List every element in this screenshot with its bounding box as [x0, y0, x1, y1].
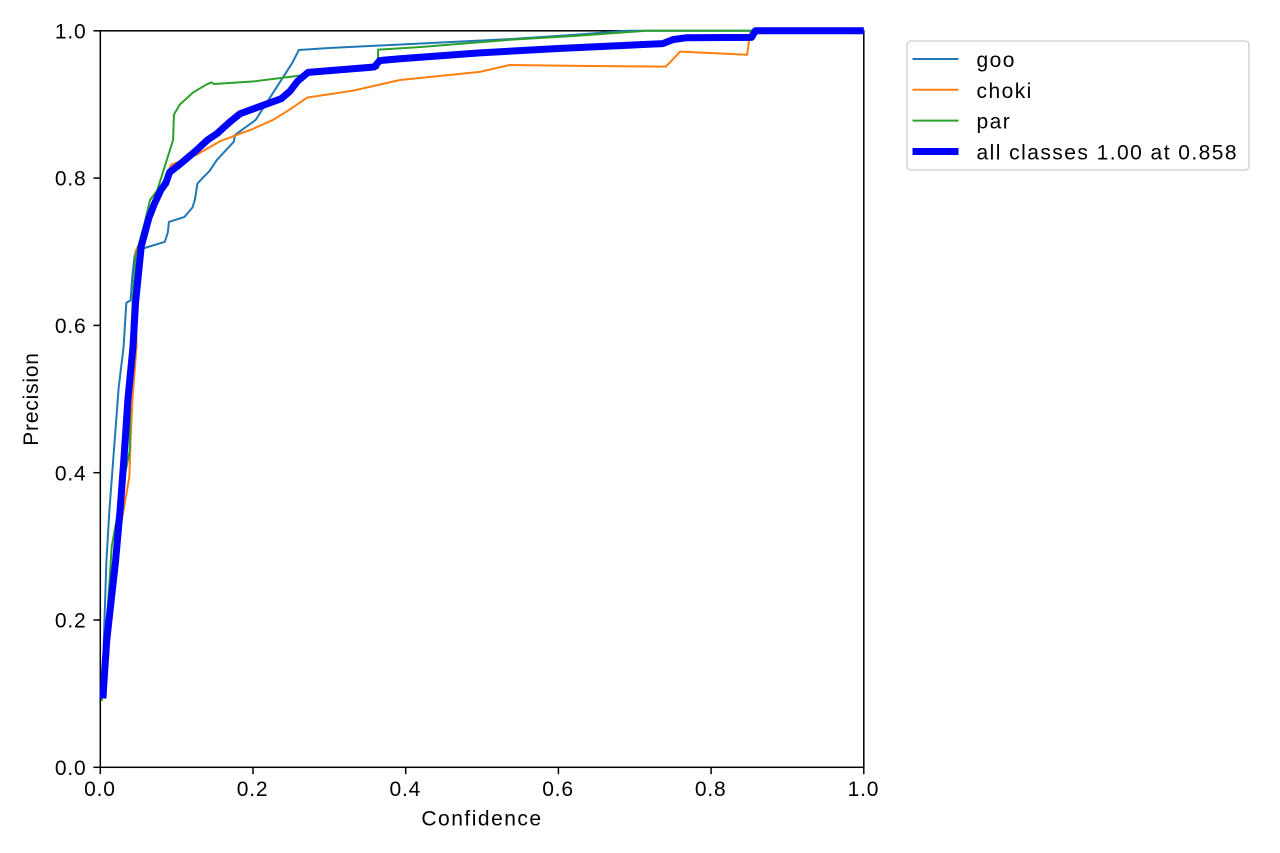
svg-text:0.0: 0.0 — [84, 778, 116, 801]
svg-text:1.0: 1.0 — [848, 778, 880, 801]
svg-text:par: par — [977, 111, 1012, 134]
svg-text:0.2: 0.2 — [55, 610, 87, 633]
svg-text:0.8: 0.8 — [55, 168, 87, 191]
svg-text:0.8: 0.8 — [695, 778, 727, 801]
svg-text:0.4: 0.4 — [390, 778, 422, 801]
svg-text:0.6: 0.6 — [55, 315, 87, 338]
svg-text:all classes 1.00 at 0.858: all classes 1.00 at 0.858 — [977, 142, 1239, 165]
svg-text:Confidence: Confidence — [421, 808, 542, 831]
svg-text:0.6: 0.6 — [542, 778, 574, 801]
svg-text:goo: goo — [977, 49, 1016, 72]
svg-text:Precision: Precision — [20, 352, 43, 446]
svg-text:1.0: 1.0 — [55, 20, 87, 43]
svg-text:0.0: 0.0 — [55, 757, 87, 780]
svg-text:0.2: 0.2 — [237, 778, 269, 801]
svg-text:choki: choki — [977, 80, 1033, 103]
svg-text:0.4: 0.4 — [55, 462, 87, 485]
